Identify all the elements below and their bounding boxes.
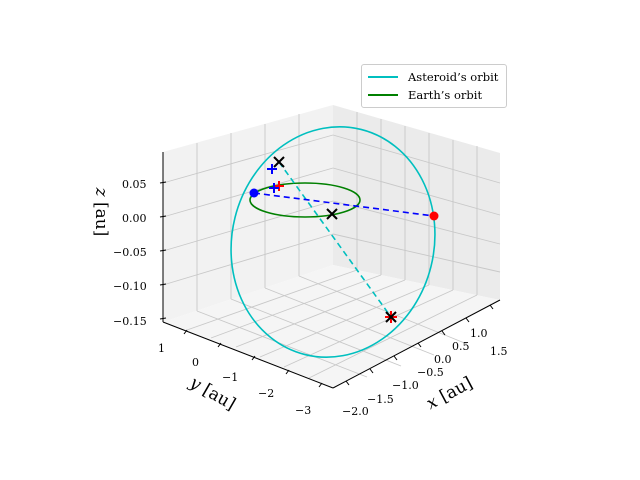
earth-marker: [249, 188, 259, 198]
legend-swatch-earth: [368, 94, 398, 96]
x-marker-middle: [326, 208, 338, 220]
svg-text:0.0: 0.0: [434, 353, 452, 366]
legend-item-asteroid: Asteroid’s orbit: [368, 69, 498, 85]
z-axis-label: z [au]: [91, 187, 111, 237]
asteroid-orbit: [230, 126, 436, 358]
legend: Asteroid’s orbit Earth’s orbit: [361, 64, 507, 108]
plus-marker-blue-upper: [269, 183, 279, 193]
x-axis-label: x [au]: [423, 373, 476, 414]
x-marker-top: [273, 156, 285, 168]
svg-text:0.05: 0.05: [122, 178, 147, 191]
axis-lines: [162, 152, 501, 389]
x-axis-line: [332, 299, 501, 389]
svg-text:−0.15: −0.15: [113, 315, 147, 328]
svg-text:0.5: 0.5: [452, 340, 470, 353]
markers: [249, 156, 439, 323]
svg-text:−1.0: −1.0: [392, 379, 419, 392]
svg-text:1.0: 1.0: [470, 327, 488, 340]
earth-orbit: [249, 182, 361, 218]
axes-panes: [163, 105, 500, 388]
plus-marker-blue-top: [267, 164, 277, 174]
legend-label-asteroid: Asteroid’s orbit: [408, 70, 499, 84]
y-tick-labels: 1 0 −1 −2 −3: [158, 342, 311, 417]
y-axis-line: [162, 321, 334, 389]
z-tick-labels: 0.05 0.00 −0.05 −0.10 −0.15: [113, 178, 147, 328]
x-marker-bottom: [385, 311, 397, 323]
x-tick-labels: −2.0 −1.5 −1.0 −0.5 0.0 0.5 1.0 1.5: [342, 327, 508, 418]
svg-text:−1.5: −1.5: [367, 393, 394, 406]
asteroid-node-line: [278, 161, 392, 318]
svg-text:−2.0: −2.0: [342, 405, 369, 418]
svg-text:0.00: 0.00: [122, 212, 147, 225]
svg-text:−0.10: −0.10: [113, 280, 147, 293]
legend-swatch-asteroid: [368, 76, 398, 78]
legend-item-earth: Earth’s orbit: [368, 87, 482, 103]
tick-marks: [159, 181, 494, 388]
grid-lines: [162, 112, 501, 379]
svg-text:−2: −2: [258, 387, 274, 400]
svg-text:−1: −1: [222, 371, 238, 384]
svg-text:1.5: 1.5: [490, 345, 508, 358]
svg-text:1: 1: [158, 342, 165, 355]
asteroid-marker: [429, 211, 439, 221]
earth-asteroid-line: [253, 192, 435, 217]
svg-text:−0.5: −0.5: [417, 366, 444, 379]
svg-text:−0.05: −0.05: [113, 246, 147, 259]
svg-text:0: 0: [192, 356, 199, 369]
svg-text:−3: −3: [295, 404, 311, 417]
legend-label-earth: Earth’s orbit: [408, 88, 483, 102]
plus-marker-red-upper: [274, 181, 284, 191]
